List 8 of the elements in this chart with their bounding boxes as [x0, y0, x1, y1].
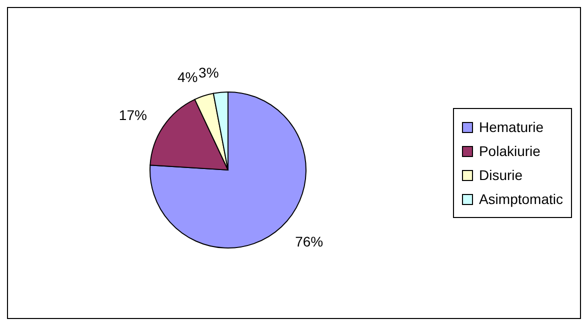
data-label: 17% — [118, 106, 147, 123]
data-label: 76% — [295, 233, 324, 250]
legend-label: Polakiurie — [478, 142, 540, 161]
data-label: 4% — [177, 68, 198, 85]
legend-label: Disurie — [478, 166, 523, 185]
legend-label: Hematurie — [478, 118, 544, 137]
data-label: 3% — [198, 64, 219, 80]
legend-label: Asimptomatic — [478, 190, 563, 209]
